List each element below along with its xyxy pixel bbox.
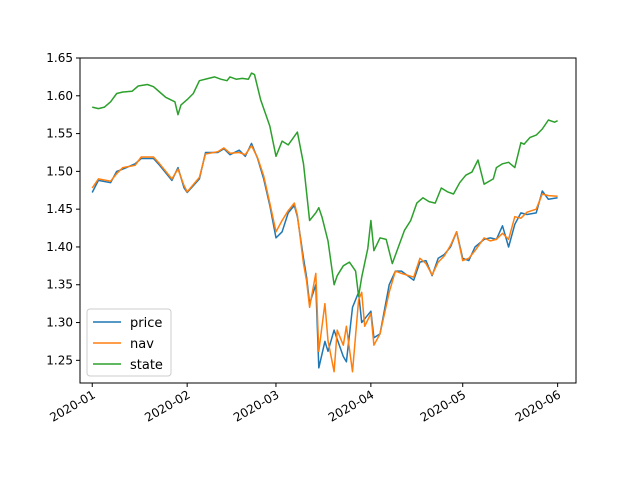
y-tick-label: 1.45: [46, 202, 73, 216]
y-tick-label: 1.60: [46, 89, 73, 103]
plot-frame: [79, 57, 577, 384]
y-tick-label: 1.40: [46, 240, 73, 254]
y-tick-label: 1.55: [46, 127, 73, 141]
y-tick-label: 1.50: [46, 164, 73, 178]
series-layer: [91, 72, 558, 373]
y-tick-label: 1.65: [46, 51, 73, 65]
legend-label-nav: nav: [130, 337, 154, 352]
series-line-state: [92, 72, 558, 297]
legend-label-state: state: [130, 358, 163, 373]
y-tick-label: 1.30: [46, 316, 73, 330]
y-axis: 1.25 1.30 1.35 1.40 1.45 1.50 1.55 1.60 1.65: [46, 51, 80, 367]
legend-box: [86, 308, 172, 377]
legend: price nav state: [86, 308, 172, 377]
legend-label-price: price: [130, 316, 162, 331]
series-line-nav: [91, 144, 558, 373]
y-tick-label: 1.25: [46, 353, 73, 367]
y-tick-label: 1.35: [46, 278, 73, 292]
